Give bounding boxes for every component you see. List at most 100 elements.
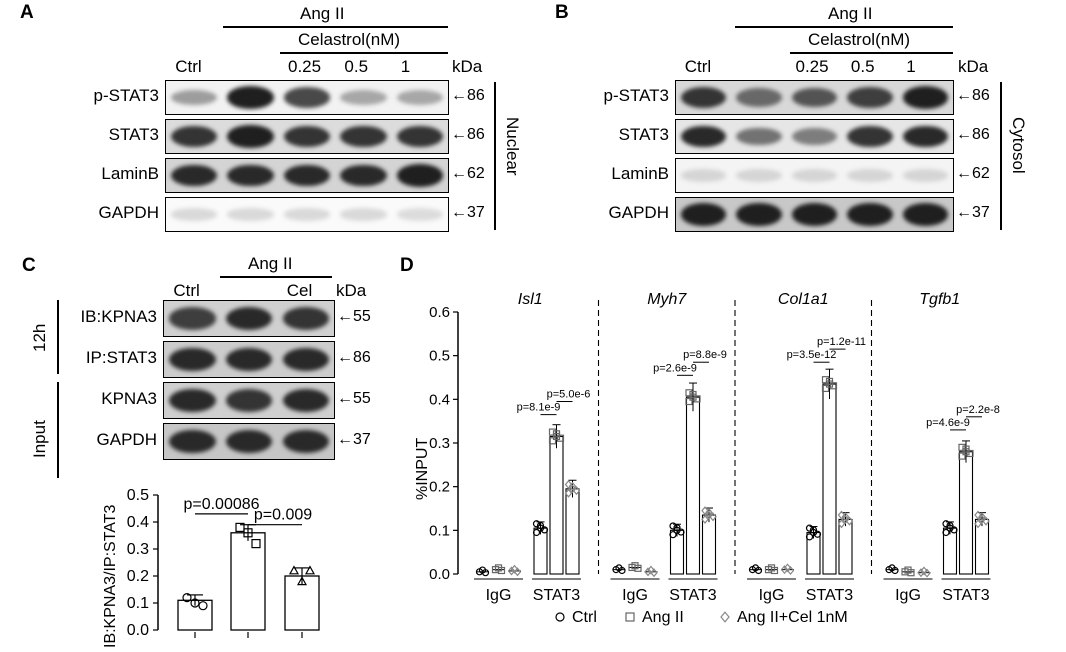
panel-c-12h-label: 12h: [30, 323, 49, 352]
point-square: [958, 443, 966, 451]
p-value-label: p=1.2e-11: [817, 336, 866, 348]
protein-band: [736, 88, 782, 107]
protein-band: [396, 164, 443, 187]
panel-a-treatment-label: Ang II: [300, 4, 345, 23]
panel-a-drug-line: [280, 52, 448, 54]
point-triangle: [288, 565, 300, 575]
protein-band: [171, 89, 218, 106]
point-diamond: [978, 514, 986, 524]
protein-band: [847, 125, 893, 148]
point-circle: [618, 566, 626, 575]
blot-strip: [675, 80, 954, 115]
point-diamond: [720, 611, 730, 623]
p-value-label: p=4.6e-9: [926, 417, 970, 429]
point-square: [548, 428, 557, 436]
point-diamond: [920, 566, 928, 576]
point-circle: [805, 533, 814, 541]
p-value-label: p=2.2e-8: [956, 404, 1000, 416]
blot-row-label: IP:STAT3: [85, 347, 157, 367]
point-square: [634, 564, 642, 572]
point-square: [689, 393, 697, 401]
molecular-weight-marker: ←86: [451, 125, 485, 143]
panel-b-fraction-bracket: [1000, 82, 1002, 230]
protein-band: [169, 347, 216, 372]
point-diamond: [564, 479, 573, 490]
blot-strip: [163, 300, 335, 337]
protein-band: [171, 125, 218, 148]
panel-b-treatment-label: Ang II: [828, 4, 873, 23]
p-value-label: p=3.5e-12: [787, 349, 837, 361]
molecular-weight-marker: ←62: [956, 164, 990, 182]
panel-c-treatment-label: Ang II: [248, 254, 293, 273]
molecular-weight-marker: ←86: [956, 125, 990, 143]
panel-a-drug-label: Celastrol(nM): [298, 30, 401, 49]
panel-d-y-axis-label: %INPUT: [414, 437, 431, 500]
blot-row-label: GAPDH: [96, 429, 157, 449]
protein-band: [791, 87, 838, 108]
protein-band: [225, 306, 273, 331]
blot-row-label: GAPDH: [98, 202, 159, 222]
point-circle: [950, 526, 958, 534]
blot-row-label: GAPDH: [608, 202, 669, 222]
point-circle: [669, 531, 677, 539]
group-label: STAT3: [533, 587, 581, 604]
protein-band: [225, 389, 273, 412]
point-diamond: [917, 568, 925, 578]
bar: [685, 396, 701, 575]
p-value-label: p=2.6e-9: [653, 362, 697, 374]
protein-band: [847, 87, 893, 108]
point-square: [556, 434, 565, 442]
protein-band: [227, 86, 274, 109]
protein-band: [847, 169, 893, 182]
gene-label: Isl1: [518, 291, 543, 308]
protein-band: [680, 203, 727, 226]
point-circle: [536, 524, 545, 532]
y-tick-label: 0.3: [429, 435, 450, 452]
protein-band: [340, 89, 387, 105]
molecular-weight-marker: ←37: [337, 430, 371, 448]
blot-row-label: IB:KPNA3: [80, 306, 157, 326]
protein-band: [283, 87, 331, 108]
y-tick-label: 0.5: [127, 487, 149, 504]
protein-band: [902, 86, 948, 109]
protein-band: [283, 125, 331, 148]
legend-label: Ctrl: [572, 609, 597, 626]
protein-band: [396, 125, 443, 148]
point-diamond: [841, 514, 850, 524]
molecular-weight-marker: ←86: [337, 348, 371, 366]
point-square: [548, 437, 557, 445]
panel-a-fraction-label: Nuclear: [503, 117, 522, 176]
point-circle: [481, 569, 490, 577]
group-label: IgG: [895, 587, 921, 604]
point-circle: [813, 530, 822, 538]
panel-b-fraction-label: Cytosol: [1009, 117, 1028, 174]
point-diamond: [974, 510, 982, 520]
group-label: STAT3: [806, 587, 854, 604]
point-diamond: [780, 565, 789, 575]
blot-row-label: STAT3: [618, 124, 669, 144]
point-circle: [946, 521, 954, 530]
point-circle: [536, 521, 545, 530]
point-diamond: [701, 506, 709, 516]
y-tick-label: 0.4: [429, 391, 450, 408]
lane-label: Ctrl: [684, 57, 712, 76]
point-triangle: [304, 565, 316, 575]
lane-label: 1: [906, 57, 916, 76]
point-square: [958, 452, 966, 460]
lane-label: Ctrl: [173, 281, 200, 300]
molecular-weight-marker: ←86: [956, 86, 990, 104]
point-triangle: [296, 576, 308, 586]
protein-band: [736, 127, 782, 146]
point-diamond: [837, 510, 846, 520]
protein-band: [340, 208, 387, 221]
protein-band: [283, 208, 331, 221]
protein-band: [791, 169, 838, 182]
molecular-weight-marker: ←37: [956, 203, 990, 221]
blot-strip: [163, 423, 335, 460]
bar: [230, 532, 266, 631]
y-tick-label: 0.5: [429, 348, 450, 365]
point-diamond: [701, 514, 709, 524]
point-circle: [754, 566, 763, 575]
point-square: [825, 380, 834, 388]
protein-band: [791, 127, 838, 146]
